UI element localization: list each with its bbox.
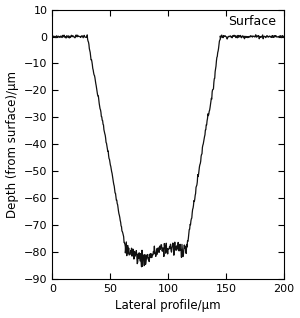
Text: Surface: Surface bbox=[228, 15, 276, 28]
X-axis label: Lateral profile/μm: Lateral profile/μm bbox=[116, 300, 221, 313]
Y-axis label: Depth (from surface)/μm: Depth (from surface)/μm bbox=[6, 71, 19, 218]
